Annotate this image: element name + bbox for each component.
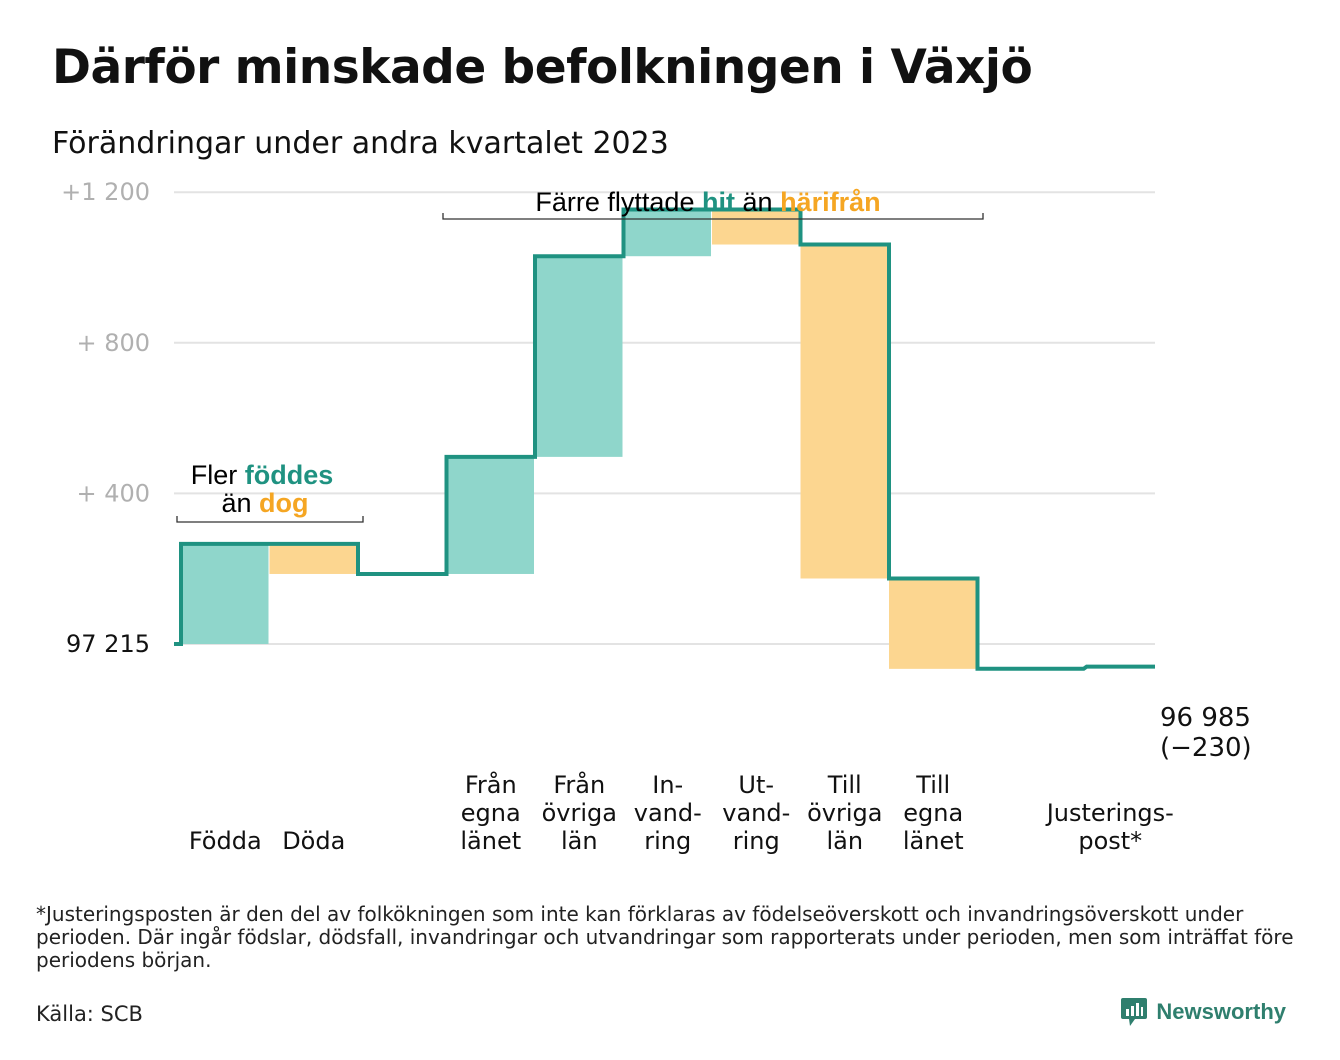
category-label: egna	[903, 799, 963, 827]
births-annotation-pre: Fler	[191, 460, 238, 490]
category-label: vand-	[722, 799, 790, 827]
category-label: länet	[460, 827, 521, 855]
y-tick-base-label: 97 215	[66, 630, 150, 658]
svg-text:Fler föddes: Fler föddes	[191, 460, 334, 490]
end-change-label: (−230)	[1160, 733, 1252, 763]
births-annotation-hit: föddes	[245, 460, 334, 490]
y-axis-ticks: 97 215 + 400 + 800 +1 200	[61, 178, 150, 658]
y-tick-label: + 800	[76, 329, 150, 357]
moves-annotation-out: härifrån	[780, 187, 881, 217]
category-label: länet	[903, 827, 964, 855]
svg-text:Färre flyttade hit: Färre flyttade hit än härifrån	[535, 187, 880, 217]
running-total-line	[174, 207, 1155, 671]
category-label: Födda	[189, 827, 262, 855]
category-labels: Födda DödaFrånegnalänetFrånövrigalänIn-va…	[189, 770, 1174, 855]
category-label: Ut-	[738, 771, 774, 799]
category-label: In-	[652, 771, 683, 799]
category-label: län	[561, 827, 598, 855]
category-label: post*	[1078, 827, 1142, 855]
category-label: Justerings-	[1045, 799, 1174, 827]
end-value-label: 96 985	[1160, 703, 1251, 733]
category-label: övriga	[542, 799, 617, 827]
births-annotation-bracket	[176, 516, 364, 523]
outflow-bar	[800, 244, 888, 579]
moves-annotation-hit: hit	[702, 187, 735, 217]
moves-annotation-mid: än	[743, 187, 773, 217]
outflow-bar	[712, 209, 800, 245]
moves-annotation-bracket	[442, 213, 984, 220]
source-label: Källa: SCB	[36, 1002, 143, 1026]
category-label: Från	[553, 770, 605, 799]
outflow-bar	[269, 543, 357, 574]
footnote: *Justeringsposten är den del av folkökni…	[36, 902, 1294, 972]
births-annotation-line2: än	[221, 488, 251, 518]
category-label: Från	[465, 770, 517, 799]
svg-text:än dog: än dog	[221, 488, 308, 518]
births-annotation-out: dog	[259, 488, 308, 518]
category-label: egna	[461, 799, 521, 827]
category-label: Till	[915, 771, 950, 799]
category-label: Döda	[282, 827, 345, 855]
inflow-bar	[181, 543, 269, 644]
inflow-bar	[623, 209, 711, 257]
category-label: ring	[644, 827, 691, 855]
inflow-bar	[535, 256, 623, 457]
gridlines	[174, 191, 1155, 645]
brand-name: Newsworthy	[1156, 999, 1286, 1024]
waterfall-chart: 97 215+ 400+ 800+1 200 Födda DödaFrånegna…	[61, 178, 1252, 855]
category-label: län	[826, 827, 863, 855]
outflow-bar	[889, 578, 977, 669]
category-label: övriga	[807, 799, 882, 827]
y-tick-label: + 400	[76, 479, 150, 507]
category-label: vand-	[634, 799, 702, 827]
births-annotation: Fler föddes än dog	[176, 460, 364, 523]
moves-annotation-pre: Färre flyttade	[535, 187, 694, 217]
category-label: Till	[827, 771, 862, 799]
y-tick-label: +1 200	[61, 178, 150, 206]
brand: Newsworthy	[1121, 998, 1286, 1026]
chart-subtitle: Förändringar under andra kvartalet 2023	[52, 126, 669, 161]
inflow-bar	[446, 456, 534, 574]
bars	[181, 209, 977, 669]
category-label: ring	[733, 827, 780, 855]
newsworthy-logo-icon	[1121, 998, 1148, 1026]
moves-annotation: Färre flyttade hit än härifrån	[442, 187, 984, 220]
chart-title: Därför minskade befolkningen i Växjö	[52, 40, 1033, 95]
